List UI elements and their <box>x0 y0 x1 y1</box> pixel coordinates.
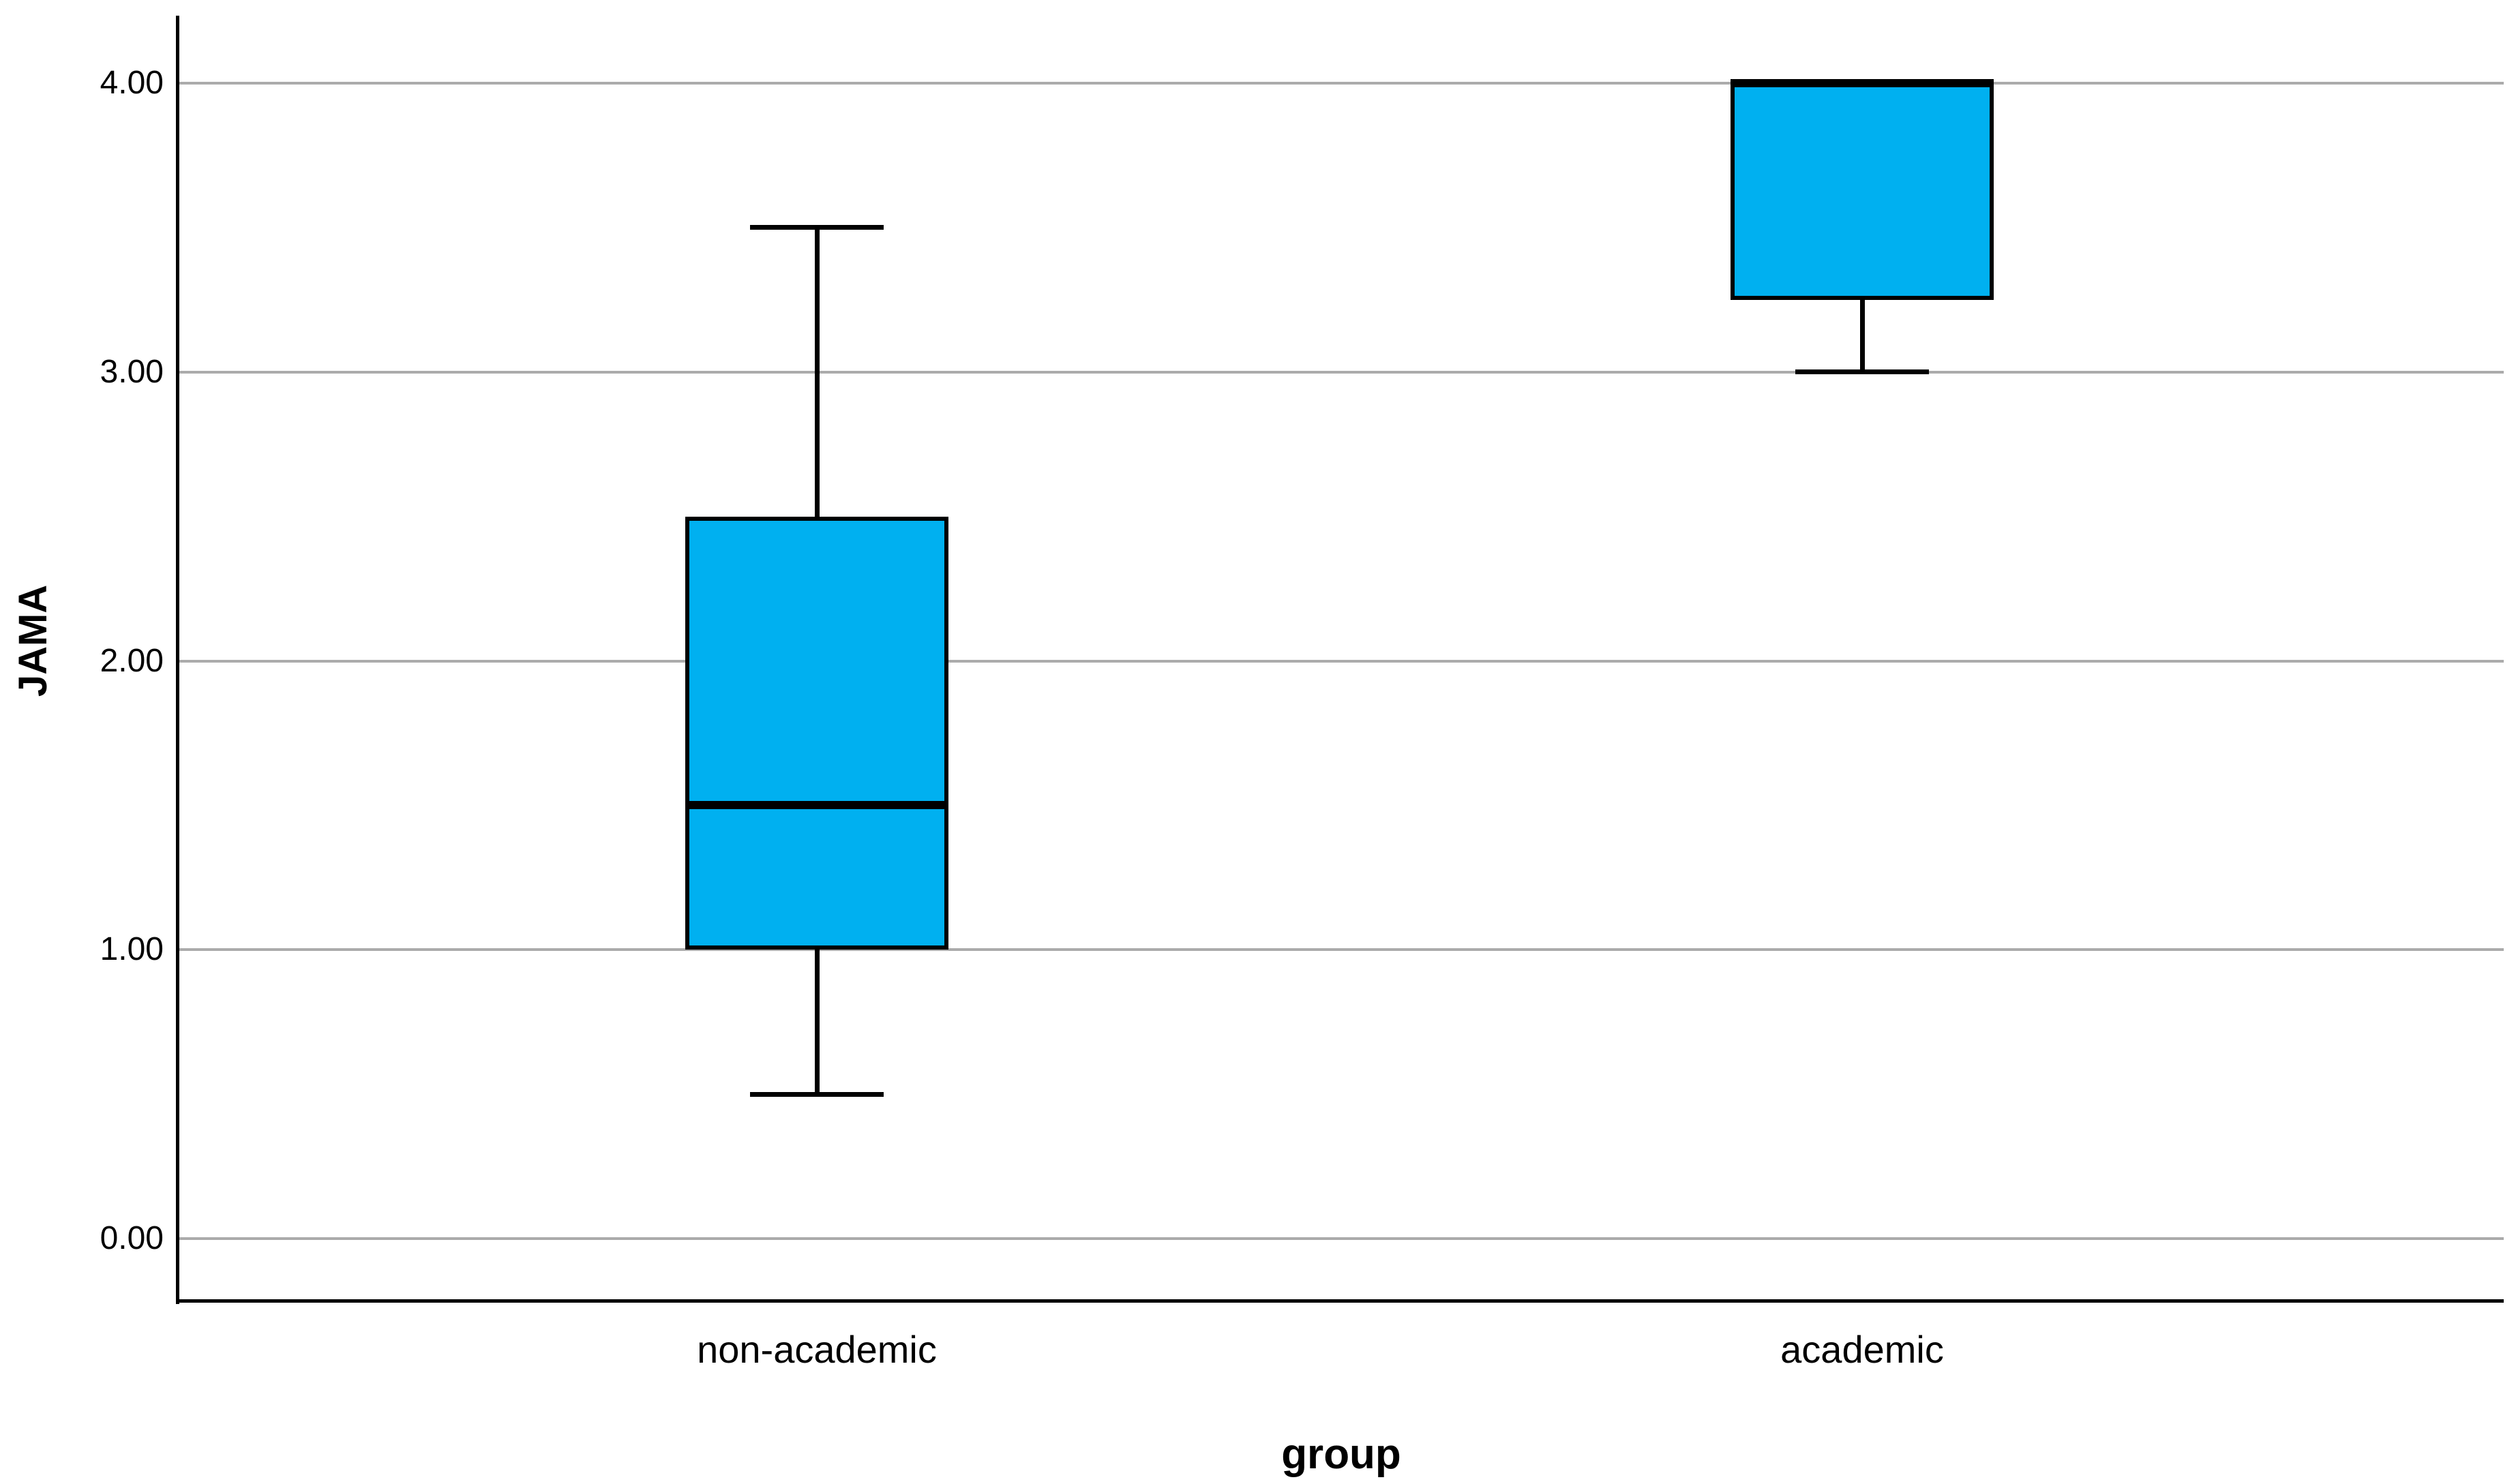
y-tick-label: 2.00 <box>100 642 164 679</box>
y-gridline <box>179 948 2504 952</box>
y-axis-line <box>176 16 179 1304</box>
box <box>685 516 948 950</box>
y-gridline <box>179 659 2504 663</box>
y-tick-label: 0.00 <box>100 1220 164 1256</box>
lower-whisker-stem <box>814 950 820 1095</box>
y-tick-label: 4.00 <box>100 65 164 101</box>
y-gridline <box>179 370 2504 374</box>
y-gridline <box>179 82 2504 85</box>
y-tick-label: 3.00 <box>100 353 164 390</box>
lower-whisker-cap <box>750 1091 884 1097</box>
lower-whisker-cap <box>1795 369 1929 375</box>
y-tick-label: 1.00 <box>100 931 164 968</box>
median-line <box>685 801 948 810</box>
x-category-label: non-academic <box>697 1328 937 1371</box>
median-line <box>1731 79 1994 87</box>
x-axis-label: group <box>1281 1431 1401 1478</box>
y-gridline <box>179 1237 2504 1240</box>
x-category-label: academic <box>1780 1328 1944 1371</box>
upper-whisker-cap <box>750 225 884 230</box>
upper-whisker-stem <box>814 227 820 517</box>
x-axis-line <box>176 1299 2504 1303</box>
lower-whisker-stem <box>1859 299 1865 372</box>
box <box>1731 83 1994 300</box>
